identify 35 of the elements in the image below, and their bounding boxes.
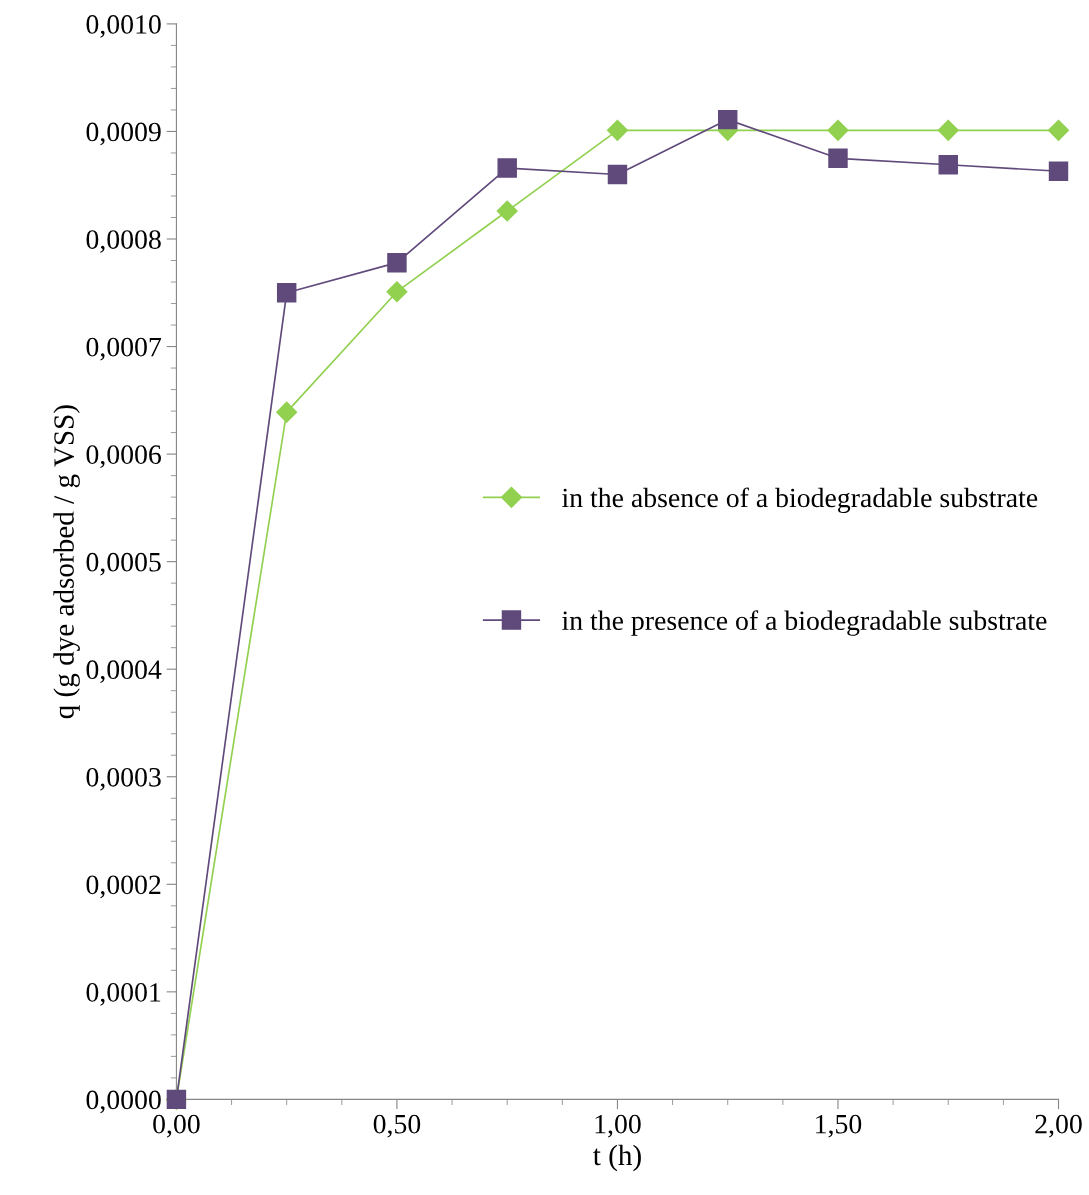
y-tick-label: 0,0000 (86, 1090, 161, 1114)
y-axis-title: q (g dye adsorbed / g VSS) (53, 405, 80, 719)
point (937, 119, 959, 141)
point (497, 158, 517, 178)
point (1047, 119, 1070, 141)
y-tick-label: 0,0007 (86, 337, 162, 361)
y-tick-label: 0,0005 (86, 552, 161, 576)
y-tick-label: 0,0008 (86, 230, 161, 253)
x-axis-title: t (h) (593, 1144, 641, 1172)
point (496, 200, 518, 222)
point (938, 155, 958, 175)
y-tick-label: 0,0003 (86, 767, 161, 791)
x-tick-label: 1,50 (816, 1114, 862, 1138)
legend-label: in the absence of a biodegradable substrate (562, 487, 1038, 514)
y-tick-label: 0,0002 (86, 875, 161, 899)
point (827, 119, 849, 141)
point (387, 252, 407, 273)
point (276, 401, 298, 423)
point (718, 109, 738, 130)
x-tick-label: 0,00 (153, 1114, 200, 1138)
point (607, 164, 628, 185)
y-tick-label: 0,0004 (86, 660, 162, 684)
x-tick-label: 1,00 (595, 1114, 641, 1138)
x-tick-label: 0,50 (373, 1114, 421, 1138)
y-tick-label: 0,0001 (86, 983, 161, 1006)
legend-label: in the presence of a biodegradable substrate (562, 610, 1047, 636)
point (1048, 161, 1069, 181)
point (828, 148, 848, 169)
y-tick-label: 0,0006 (86, 445, 162, 469)
x-tick-label: 2,00 (1035, 1114, 1082, 1138)
y-tick-label: 0,0010 (86, 15, 161, 38)
point (606, 119, 628, 141)
point (386, 281, 408, 303)
point (276, 283, 297, 303)
y-tick-label: 0,0009 (86, 122, 161, 146)
